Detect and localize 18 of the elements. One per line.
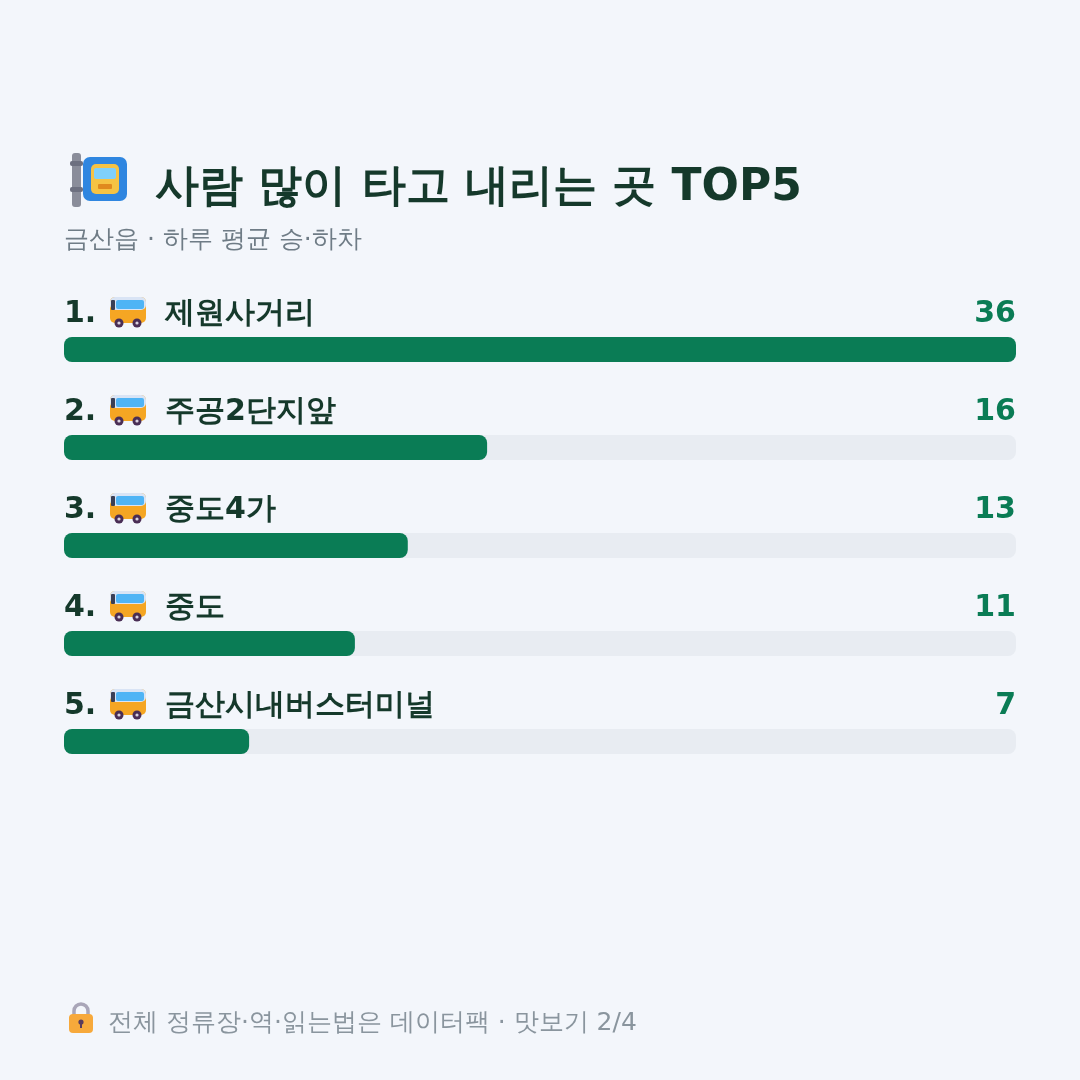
category: 중도 <box>165 588 225 623</box>
category: 중도4가 <box>165 490 276 525</box>
annotation: 전체 정류장·역·읽는법은 데이터팩 · 맛보기 2/4 <box>108 1007 637 1036</box>
value: 11 <box>974 588 1016 623</box>
value: 7 <box>995 686 1016 721</box>
rank: 5. <box>64 686 97 721</box>
value: 36 <box>974 294 1016 329</box>
subtitle: 금산읍 · 하루 평균 승·하차 <box>64 224 362 253</box>
value: 13 <box>974 490 1016 525</box>
value: 16 <box>974 392 1016 427</box>
rank: 4. <box>64 588 97 623</box>
category: 금산시내버스터미널 <box>165 686 435 721</box>
rank: 2. <box>64 392 97 427</box>
rank: 1. <box>64 294 97 329</box>
rank: 3. <box>64 490 97 525</box>
category: 제원사거리 <box>165 294 315 329</box>
category: 주공2단지앞 <box>165 392 336 427</box>
title: 사람 많이 타고 내리는 곳 TOP5 <box>155 159 802 210</box>
